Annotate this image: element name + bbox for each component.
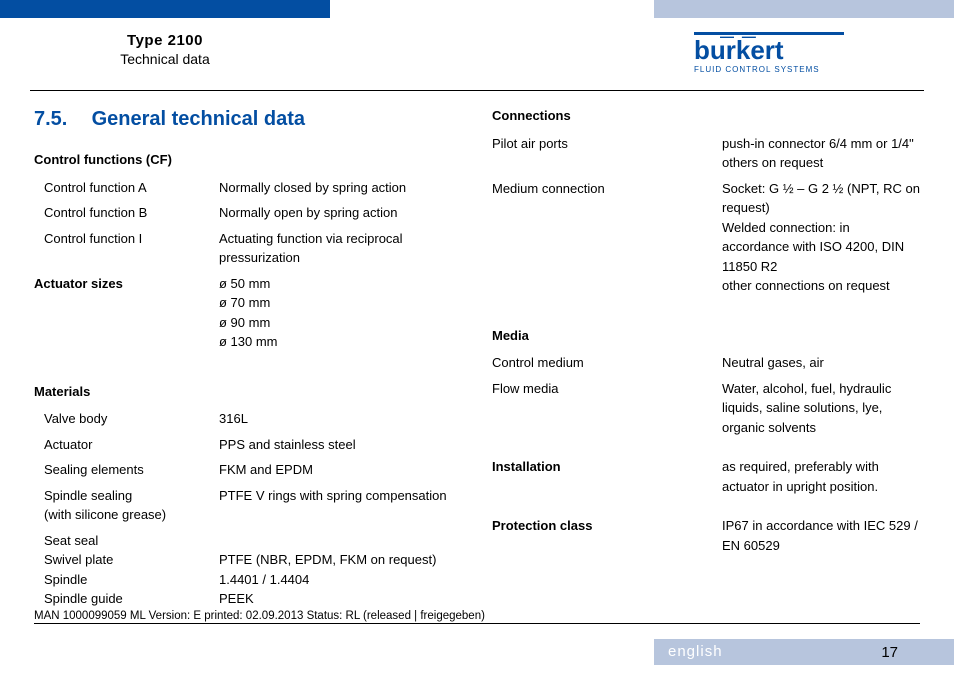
- row-installation: Installation as required, preferably wit…: [492, 457, 920, 496]
- row-sealing: Sealing elements FKM and EPDM: [34, 460, 462, 480]
- logo: — — burkert FLUID CONTROL SYSTEMS: [694, 32, 894, 74]
- spindle-value: 1.4401 / 1.4404: [219, 570, 462, 590]
- left-column: 7.5. General technical data Control func…: [34, 104, 462, 613]
- installation-label: Installation: [492, 457, 722, 496]
- flow-media-label: Flow media: [492, 379, 722, 438]
- section-number: 7.5.: [34, 104, 86, 134]
- swivel-label: Swivel plate: [34, 550, 219, 570]
- swivel-value: PTFE (NBR, EPDM, FKM on request): [219, 550, 462, 570]
- installation-value: as required, preferably with actuator in…: [722, 457, 920, 496]
- cf-head: Control functions (CF): [34, 150, 462, 170]
- row-actuator-mat: Actuator PPS and stainless steel: [34, 435, 462, 455]
- row-cf-b: Control function B Normally open by spri…: [34, 203, 462, 223]
- row-spindle-guide: Spindle guide PEEK: [34, 589, 462, 609]
- row-seat-seal: Seat seal: [34, 531, 462, 551]
- row-cf-a: Control function A Normally closed by sp…: [34, 178, 462, 198]
- logo-sub: FLUID CONTROL SYSTEMS: [694, 65, 894, 74]
- spindle-label: Spindle: [34, 570, 219, 590]
- row-actuator-sizes: Actuator sizes ø 50 mm ø 70 mm ø 90 mm ø…: [34, 274, 462, 352]
- valve-body-value: 316L: [219, 409, 462, 429]
- pilot-value: push-in connector 6/4 mm or 1/4" others …: [722, 134, 920, 173]
- actuator-mat-label: Actuator: [34, 435, 219, 455]
- connections-head: Connections: [492, 106, 920, 126]
- row-valve-body: Valve body 316L: [34, 409, 462, 429]
- spindle-sealing-value: PTFE V rings with spring compensation: [219, 486, 462, 525]
- medium-conn-label: Medium connection: [492, 179, 722, 296]
- row-spindle-sealing: Spindle sealing (with silicone grease) P…: [34, 486, 462, 525]
- flow-media-value: Water, alcohol, fuel, hydraulic liquids,…: [722, 379, 920, 438]
- section-title: 7.5. General technical data: [34, 104, 462, 134]
- cf-b-label: Control function B: [34, 203, 219, 223]
- cf-i-value: Actuating function via reciprocal pressu…: [219, 229, 462, 268]
- seat-seal-value: [219, 531, 462, 551]
- protection-label: Protection class: [492, 516, 722, 555]
- top-bars: [0, 0, 954, 18]
- row-flow-media: Flow media Water, alcohol, fuel, hydraul…: [492, 379, 920, 438]
- top-bar-right: [654, 0, 954, 18]
- header-left: Type 2100 Technical data: [0, 32, 330, 67]
- control-medium-label: Control medium: [492, 353, 722, 373]
- pilot-label: Pilot air ports: [492, 134, 722, 173]
- type-line: Type 2100: [0, 32, 330, 49]
- section-heading: General technical data: [92, 108, 305, 130]
- sealing-label: Sealing elements: [34, 460, 219, 480]
- footer: english 17: [0, 631, 954, 673]
- row-medium-conn: Medium connection Socket: G ½ – G 2 ½ (N…: [492, 179, 920, 296]
- cf-a-value: Normally closed by spring action: [219, 178, 462, 198]
- right-column: Connections Pilot air ports push-in conn…: [492, 104, 920, 613]
- cf-b-value: Normally open by spring action: [219, 203, 462, 223]
- materials-head: Materials: [34, 382, 462, 402]
- valve-body-label: Valve body: [34, 409, 219, 429]
- spindle-sealing-label: Spindle sealing (with silicone grease): [34, 486, 219, 525]
- row-swivel: Swivel plate PTFE (NBR, EPDM, FKM on req…: [34, 550, 462, 570]
- header: Type 2100 Technical data — — burkert FLU…: [0, 20, 954, 80]
- actuator-sizes-value: ø 50 mm ø 70 mm ø 90 mm ø 130 mm: [219, 274, 462, 352]
- protection-value: IP67 in accordance with IEC 529 / EN 605…: [722, 516, 920, 555]
- control-medium-value: Neutral gases, air: [722, 353, 920, 373]
- doc-footer-line: MAN 1000099059 ML Version: E printed: 02…: [34, 610, 920, 624]
- logo-umlaut: — —: [720, 29, 758, 43]
- page-number: 17: [881, 644, 898, 661]
- content: 7.5. General technical data Control func…: [34, 104, 920, 613]
- logo-main: — — burkert: [694, 37, 894, 63]
- language-box: english: [654, 639, 954, 665]
- header-rule: [30, 90, 924, 91]
- media-head: Media: [492, 326, 920, 346]
- row-protection: Protection class IP67 in accordance with…: [492, 516, 920, 555]
- row-control-medium: Control medium Neutral gases, air: [492, 353, 920, 373]
- page-root: Type 2100 Technical data — — burkert FLU…: [0, 0, 954, 673]
- cf-i-label: Control function I: [34, 229, 219, 268]
- row-cf-i: Control function I Actuating function vi…: [34, 229, 462, 268]
- cf-a-label: Control function A: [34, 178, 219, 198]
- top-bar-left: [0, 0, 330, 18]
- spindle-guide-label: Spindle guide: [34, 589, 219, 609]
- row-pilot: Pilot air ports push-in connector 6/4 mm…: [492, 134, 920, 173]
- medium-conn-value: Socket: G ½ – G 2 ½ (NPT, RC on request)…: [722, 179, 920, 296]
- row-spindle: Spindle 1.4401 / 1.4404: [34, 570, 462, 590]
- actuator-mat-value: PPS and stainless steel: [219, 435, 462, 455]
- sealing-value: FKM and EPDM: [219, 460, 462, 480]
- actuator-sizes-label: Actuator sizes: [34, 274, 219, 352]
- subtitle-line: Technical data: [0, 51, 330, 67]
- spindle-guide-value: PEEK: [219, 589, 462, 609]
- seat-seal-label: Seat seal: [34, 531, 219, 551]
